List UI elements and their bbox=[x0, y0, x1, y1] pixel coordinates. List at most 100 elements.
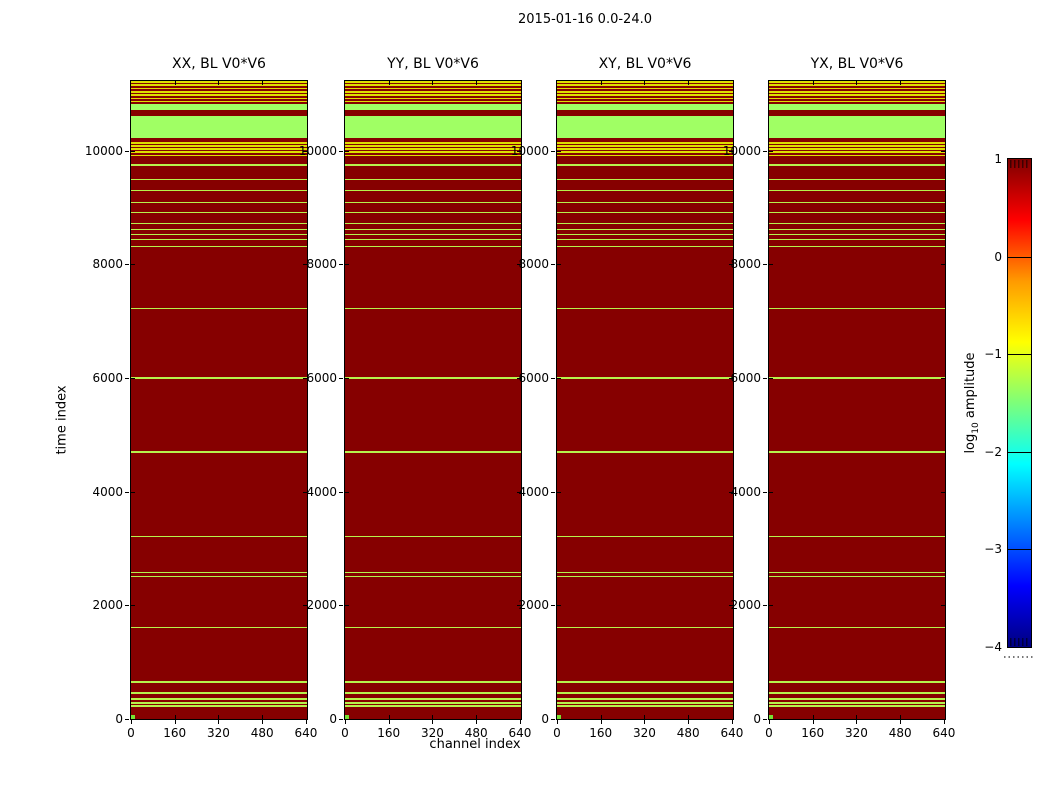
low-amplitude-stripe bbox=[131, 87, 307, 90]
y-tick-mark-inner bbox=[517, 264, 521, 266]
low-amplitude-stripe bbox=[557, 148, 733, 150]
low-amplitude-stripe bbox=[131, 100, 307, 103]
y-tick-mark-inner bbox=[769, 605, 773, 607]
x-tick-mark-inner bbox=[388, 81, 390, 85]
low-amplitude-stripe bbox=[557, 238, 733, 241]
low-amplitude-stripe bbox=[557, 151, 733, 153]
low-amplitude-stripe bbox=[557, 87, 733, 90]
y-tick-mark-inner bbox=[729, 491, 733, 493]
colorbar-top-comb-marks bbox=[1010, 160, 1029, 168]
y-tick-mark bbox=[763, 264, 767, 266]
low-amplitude-stripe bbox=[131, 705, 307, 707]
low-amplitude-stripe bbox=[557, 307, 733, 310]
x-tick-mark bbox=[644, 720, 646, 724]
y-tick-mark bbox=[551, 150, 555, 152]
low-amplitude-stripe bbox=[557, 571, 733, 574]
low-amplitude-stripe bbox=[131, 307, 307, 310]
low-amplitude-stripe bbox=[557, 377, 733, 379]
low-amplitude-stripe bbox=[557, 245, 733, 248]
low-amplitude-stripe bbox=[345, 451, 521, 453]
x-tick-mark bbox=[519, 720, 521, 724]
low-amplitude-stripe bbox=[345, 233, 521, 236]
low-amplitude-stripe bbox=[131, 97, 307, 100]
low-amplitude-stripe bbox=[131, 84, 307, 86]
low-amplitude-stripe bbox=[557, 681, 733, 683]
low-amplitude-stripe bbox=[769, 178, 945, 181]
x-tick-mark bbox=[943, 720, 945, 724]
y-tick-mark-inner bbox=[345, 605, 349, 607]
low-amplitude-stripe bbox=[557, 189, 733, 192]
low-amplitude-stripe bbox=[769, 164, 945, 166]
low-amplitude-stripe bbox=[345, 178, 521, 181]
x-tick-mark bbox=[856, 720, 858, 724]
x-tick-mark-inner bbox=[644, 715, 646, 719]
x-tick-mark bbox=[731, 720, 733, 724]
y-tick-mark bbox=[339, 378, 343, 380]
low-amplitude-stripe bbox=[131, 626, 307, 629]
y-tick-label: 6000 bbox=[730, 371, 761, 386]
x-tick-label: 160 bbox=[801, 726, 825, 740]
x-tick-mark-inner bbox=[600, 715, 602, 719]
low-amplitude-stripe bbox=[769, 151, 945, 153]
y-tick-mark bbox=[551, 264, 555, 266]
x-tick-mark bbox=[174, 720, 176, 724]
x-tick-label: 640 bbox=[508, 726, 532, 740]
y-tick-mark-inner bbox=[131, 605, 135, 607]
y-tick-mark bbox=[339, 605, 343, 607]
y-tick-mark-inner bbox=[517, 378, 521, 380]
low-amplitude-stripe bbox=[557, 575, 733, 578]
y-tick-mark bbox=[551, 605, 555, 607]
y-tick-mark bbox=[551, 491, 555, 493]
y-tick-mark-inner bbox=[729, 264, 733, 266]
y-tick-mark bbox=[125, 491, 129, 493]
y-tick-label: 10000 bbox=[510, 143, 549, 158]
y-tick-label: 0 bbox=[541, 712, 549, 726]
low-amplitude-stripe bbox=[131, 201, 307, 204]
x-tick-label: 0 bbox=[765, 726, 773, 740]
low-amplitude-stripe bbox=[769, 189, 945, 192]
low-amplitude-stripe bbox=[769, 87, 945, 90]
x-tick-mark-inner bbox=[218, 715, 220, 719]
x-tick-mark bbox=[131, 720, 132, 724]
heatmap-panel bbox=[556, 80, 734, 720]
y-tick-label: 10000 bbox=[84, 143, 123, 158]
low-amplitude-stripe bbox=[345, 148, 521, 150]
low-amplitude-stripe bbox=[131, 245, 307, 248]
low-amplitude-stripe bbox=[769, 238, 945, 241]
low-amplitude-stripe bbox=[131, 178, 307, 181]
y-tick-mark-inner bbox=[517, 491, 521, 493]
low-amplitude-stripe bbox=[769, 307, 945, 310]
colorbar-label-rest: amplitude bbox=[963, 352, 979, 423]
x-tick-mark-inner bbox=[262, 715, 264, 719]
x-tick-mark-inner bbox=[600, 81, 602, 85]
y-tick-mark-inner bbox=[769, 150, 773, 152]
low-amplitude-stripe bbox=[345, 90, 521, 93]
low-amplitude-stripe bbox=[769, 104, 945, 111]
low-amplitude-stripe bbox=[131, 238, 307, 241]
low-amplitude-stripe bbox=[769, 692, 945, 694]
low-amplitude-stripe bbox=[345, 154, 521, 157]
y-tick-label: 8000 bbox=[92, 257, 123, 272]
y-tick-mark bbox=[125, 264, 129, 266]
y-tick-mark bbox=[763, 719, 767, 720]
x-tick-mark bbox=[557, 720, 558, 724]
y-tick-mark-inner bbox=[729, 605, 733, 607]
y-tick-mark bbox=[763, 150, 767, 152]
y-tick-mark-inner bbox=[131, 491, 135, 493]
low-amplitude-stripe bbox=[345, 164, 521, 166]
colorbar-axis-label: log10 amplitude bbox=[963, 352, 981, 453]
y-tick-mark-inner bbox=[557, 491, 561, 493]
y-tick-label: 4000 bbox=[518, 484, 549, 499]
y-tick-mark bbox=[125, 378, 129, 380]
y-tick-mark-inner bbox=[941, 264, 945, 266]
y-tick-mark-inner bbox=[131, 264, 135, 266]
low-amplitude-stripe bbox=[557, 702, 733, 704]
x-tick-label: 480 bbox=[250, 726, 274, 740]
x-tick-label: 160 bbox=[377, 726, 401, 740]
low-amplitude-stripe bbox=[345, 626, 521, 629]
low-amplitude-stripe bbox=[769, 116, 945, 138]
y-tick-mark-inner bbox=[769, 491, 773, 493]
low-amplitude-stripe bbox=[345, 571, 521, 574]
low-amplitude-stripe bbox=[557, 154, 733, 157]
colorbar bbox=[1007, 158, 1032, 648]
